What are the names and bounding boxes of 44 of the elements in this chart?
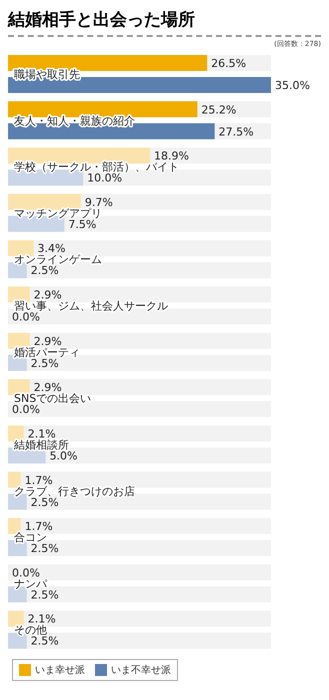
data-label: 3.4% [38, 242, 66, 256]
y-tick-label: SNSでの出会い [14, 392, 92, 406]
data-label: 0.0% [12, 310, 40, 324]
data-label: 27.5% [218, 125, 254, 138]
chart-title: 結婚相手と出会った場所 [8, 8, 321, 37]
y-tick-label: オンラインゲーム [14, 253, 102, 266]
data-label: 25.2% [201, 103, 236, 116]
data-label: 0.0% [12, 566, 40, 580]
legend-label: いま幸せ派 [34, 664, 85, 677]
bar [8, 240, 34, 256]
y-tick-label: 習い事、ジム、社会人サークル [14, 300, 168, 313]
data-label: 1.7% [24, 520, 53, 534]
bar [8, 610, 24, 627]
y-tick-label: ナンパ [14, 577, 48, 590]
data-label: 9.7% [84, 196, 113, 209]
data-label: 1.7% [24, 474, 53, 487]
data-label: 2.1% [28, 427, 56, 440]
data-label: 2.9% [34, 288, 62, 302]
bar [8, 425, 24, 442]
y-tick-label: 合コン [14, 531, 47, 544]
data-label: 7.5% [68, 218, 96, 231]
data-label: 2.5% [30, 496, 59, 509]
y-tick-label: 結婚相談所 [13, 438, 69, 452]
y-tick-label: クラブ、行きつけのお店 [14, 484, 135, 498]
data-label: 2.5% [30, 264, 59, 278]
legend-label: いま不幸せ派 [110, 664, 171, 677]
y-tick-label: その他 [14, 624, 47, 637]
data-label: 2.9% [34, 334, 62, 348]
data-label: 2.9% [34, 381, 62, 394]
data-label: 5.0% [50, 449, 78, 462]
data-label: 2.5% [30, 588, 59, 602]
data-label: 2.5% [30, 634, 59, 648]
y-tick-label: 学校（サークル・部活）、バイト [14, 160, 179, 174]
data-label: 26.5% [211, 57, 246, 70]
y-tick-label: マッチングアプリ [14, 206, 102, 220]
bar [8, 472, 21, 488]
data-label: 10.0% [87, 172, 122, 185]
data-label: 0.0% [12, 403, 40, 416]
data-label: 18.9% [154, 150, 189, 163]
y-tick-label: 婚活パーティ [14, 346, 80, 359]
data-label: 2.5% [30, 542, 59, 556]
data-label: 2.1% [28, 612, 56, 626]
data-label: 35.0% [275, 79, 310, 92]
data-label: 2.5% [30, 356, 59, 370]
